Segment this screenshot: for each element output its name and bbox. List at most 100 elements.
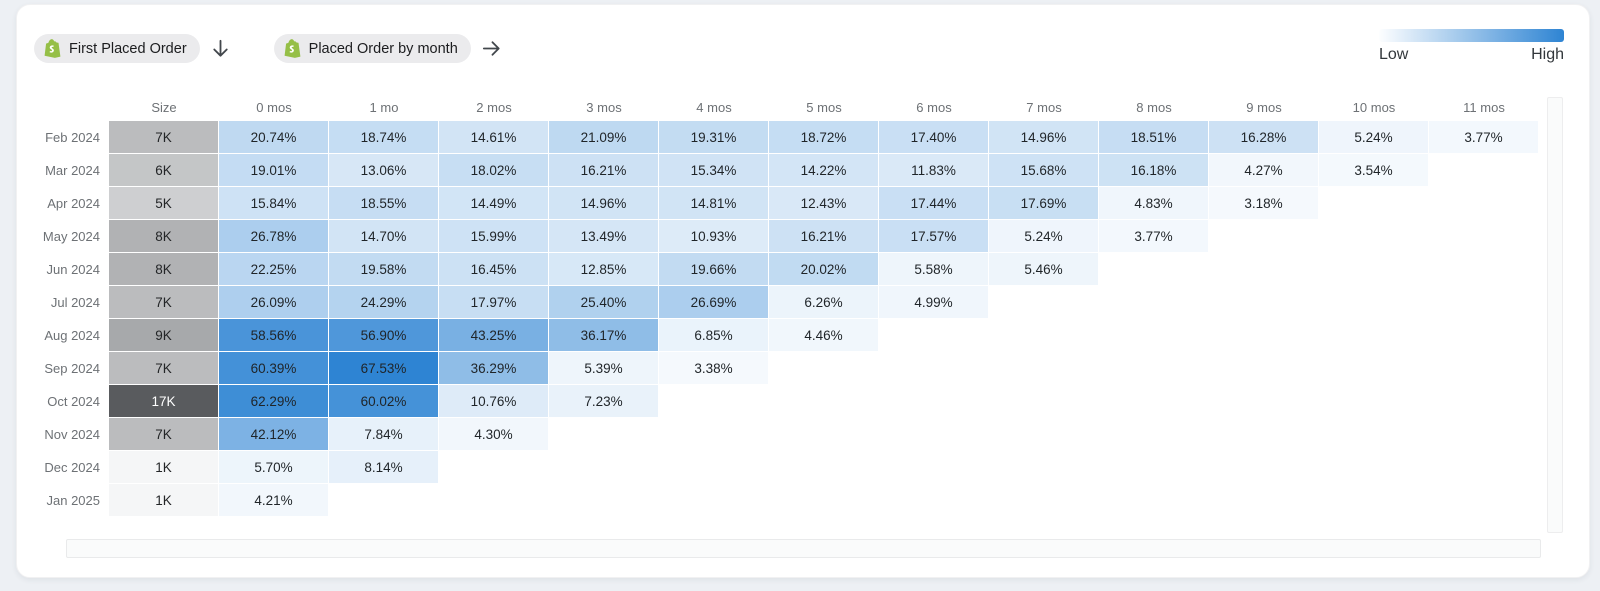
heatmap-value-cell[interactable]: 62.29% [219,385,329,418]
empty-cell [1429,418,1539,451]
heatmap-value-cell[interactable]: 43.25% [439,319,549,352]
heatmap-value-cell[interactable]: 5.70% [219,451,329,484]
heatmap-value-cell[interactable]: 4.46% [769,319,879,352]
heatmap-value-cell[interactable]: 16.28% [1209,121,1319,154]
heatmap-value-cell[interactable]: 3.54% [1319,154,1429,187]
heatmap-value-cell[interactable]: 25.40% [549,286,659,319]
heatmap-value-cell[interactable]: 19.58% [329,253,439,286]
heatmap-value-cell[interactable]: 7.84% [329,418,439,451]
empty-cell [439,484,549,517]
empty-cell [1429,385,1539,418]
cohort-size-cell: 1K [109,451,219,484]
heatmap-value-cell[interactable]: 16.18% [1099,154,1209,187]
heatmap-value-cell[interactable]: 14.96% [989,121,1099,154]
heatmap-value-cell[interactable]: 17.97% [439,286,549,319]
heatmap-value-cell[interactable]: 5.46% [989,253,1099,286]
heatmap-value-cell[interactable]: 15.99% [439,220,549,253]
empty-cell [1319,385,1429,418]
empty-cell [1319,418,1429,451]
heatmap-value-cell[interactable]: 4.99% [879,286,989,319]
horizontal-scrollbar[interactable] [66,539,1541,558]
heatmap-value-cell[interactable]: 16.21% [769,220,879,253]
heatmap-value-cell[interactable]: 17.44% [879,187,989,220]
heatmap-value-cell[interactable]: 26.69% [659,286,769,319]
column-header: 6 mos [916,99,952,115]
heatmap-value-cell[interactable]: 22.25% [219,253,329,286]
heatmap-value-cell[interactable]: 10.76% [439,385,549,418]
heatmap-value-cell[interactable]: 14.70% [329,220,439,253]
heatmap-value-cell[interactable]: 14.81% [659,187,769,220]
heatmap-value-cell[interactable]: 17.69% [989,187,1099,220]
heatmap-value-cell[interactable]: 12.43% [769,187,879,220]
heatmap-value-cell[interactable]: 18.74% [329,121,439,154]
heatmap-value-cell[interactable]: 4.21% [219,484,329,517]
heatmap-value-cell[interactable]: 36.29% [439,352,549,385]
heatmap-value-cell[interactable]: 10.93% [659,220,769,253]
heatmap-value-cell[interactable]: 16.21% [549,154,659,187]
heatmap-value-cell[interactable]: 15.84% [219,187,329,220]
heatmap-value-cell[interactable]: 4.83% [1099,187,1209,220]
heatmap-value-cell[interactable]: 58.56% [219,319,329,352]
heatmap-value-cell[interactable]: 26.78% [219,220,329,253]
heatmap-value-cell[interactable]: 14.96% [549,187,659,220]
heatmap-value-cell[interactable]: 5.58% [879,253,989,286]
placed-order-by-month-pill[interactable]: Placed Order by month [273,34,471,63]
heatmap-value-cell[interactable]: 19.01% [219,154,329,187]
first-placed-order-pill[interactable]: First Placed Order [34,34,200,63]
heatmap-value-cell[interactable]: 16.45% [439,253,549,286]
empty-cell [1319,253,1429,286]
heatmap-value-cell[interactable]: 60.02% [329,385,439,418]
heatmap-value-cell[interactable]: 17.40% [879,121,989,154]
heatmap-value-cell[interactable]: 19.31% [659,121,769,154]
heatmap-value-cell[interactable]: 20.74% [219,121,329,154]
heatmap-value-cell[interactable]: 14.22% [769,154,879,187]
empty-cell [1429,319,1539,352]
heatmap-value-cell[interactable]: 36.17% [549,319,659,352]
heatmap-value-cell[interactable]: 4.27% [1209,154,1319,187]
heatmap-value-cell[interactable]: 11.83% [879,154,989,187]
heatmap-value-cell[interactable]: 6.85% [659,319,769,352]
row-label: Mar 2024 [45,163,100,178]
heatmap-value-cell[interactable]: 18.72% [769,121,879,154]
heatmap-value-cell[interactable]: 14.61% [439,121,549,154]
empty-cell [769,352,879,385]
heatmap-value-cell[interactable]: 67.53% [329,352,439,385]
heatmap-value-cell[interactable]: 21.09% [549,121,659,154]
cohort-row: Aug 2024 9K 58.56% 56.90% 43.25% 36.17% 6.85% 4… [34,319,1539,352]
empty-cell [1099,418,1209,451]
heatmap-value-cell[interactable]: 20.02% [769,253,879,286]
heatmap-value-cell[interactable]: 5.24% [989,220,1099,253]
heatmap-value-cell[interactable]: 17.57% [879,220,989,253]
heatmap-value-cell[interactable]: 12.85% [549,253,659,286]
heatmap-value-cell[interactable]: 13.06% [329,154,439,187]
heatmap-value-cell[interactable]: 6.26% [769,286,879,319]
heatmap-value-cell[interactable]: 14.49% [439,187,549,220]
heatmap-value-cell[interactable]: 7.23% [549,385,659,418]
heatmap-value-cell[interactable]: 19.66% [659,253,769,286]
empty-cell [989,352,1099,385]
heatmap-value-cell[interactable]: 42.12% [219,418,329,451]
heatmap-value-cell[interactable]: 24.29% [329,286,439,319]
heatmap-value-cell[interactable]: 8.14% [329,451,439,484]
heatmap-value-cell[interactable]: 3.77% [1429,121,1539,154]
heatmap-value-cell[interactable]: 18.02% [439,154,549,187]
heatmap-value-cell[interactable]: 56.90% [329,319,439,352]
heatmap-value-cell[interactable]: 18.55% [329,187,439,220]
heatmap-value-cell[interactable]: 3.77% [1099,220,1209,253]
heatmap-value-cell[interactable]: 13.49% [549,220,659,253]
heatmap-value-cell[interactable]: 5.39% [549,352,659,385]
heatmap-value-cell[interactable]: 26.09% [219,286,329,319]
vertical-scrollbar[interactable] [1547,97,1563,533]
cohort-size-cell: 8K [109,220,219,253]
row-label: Oct 2024 [47,394,100,409]
heatmap-value-cell[interactable]: 60.39% [219,352,329,385]
cohort-analysis-card: First Placed Order Placed Order by month… [16,4,1590,578]
empty-cell [1209,220,1319,253]
heatmap-value-cell[interactable]: 3.38% [659,352,769,385]
heatmap-value-cell[interactable]: 4.30% [439,418,549,451]
heatmap-value-cell[interactable]: 18.51% [1099,121,1209,154]
heatmap-value-cell[interactable]: 5.24% [1319,121,1429,154]
heatmap-value-cell[interactable]: 15.34% [659,154,769,187]
heatmap-value-cell[interactable]: 15.68% [989,154,1099,187]
heatmap-value-cell[interactable]: 3.18% [1209,187,1319,220]
